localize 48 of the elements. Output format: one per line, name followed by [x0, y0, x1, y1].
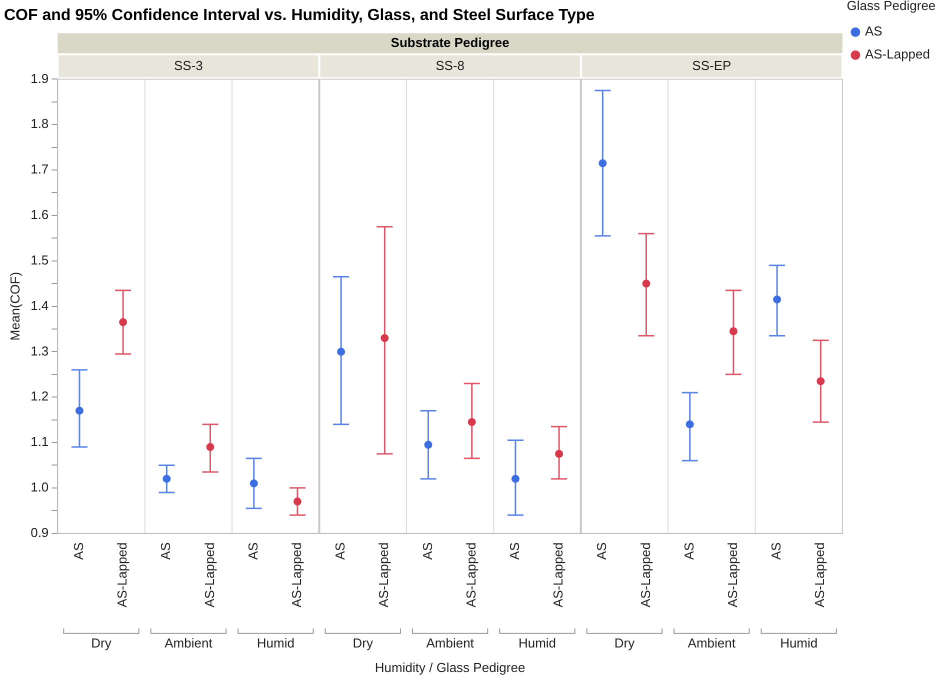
- y-tick-label: 1.6: [30, 207, 49, 222]
- x-tick-label: AS: [594, 542, 610, 560]
- x-tick-label: AS-Lapped: [638, 542, 653, 608]
- x-tick-label: AS: [768, 542, 784, 560]
- y-tick-label: 1.0: [30, 480, 49, 495]
- text: Ambient: [426, 635, 474, 650]
- y-axis-title: Mean(COF): [7, 272, 22, 341]
- text: SS-EP: [692, 58, 732, 73]
- x-tick-label: AS: [245, 542, 260, 560]
- chart-title: COF and 95% Confidence Interval vs. Humidity, Glass, and Steel Surface Type: [4, 7, 595, 24]
- text: SS-3: [174, 58, 203, 73]
- text: Humid: [518, 635, 556, 650]
- y-tick-label: 1.2: [30, 388, 49, 404]
- x-axis-title: Humidity / Glass Pedigree: [374, 660, 526, 675]
- x-tick-label: AS-Lapped: [812, 542, 828, 608]
- y-tick-label: 1.4: [30, 298, 49, 313]
- y-tick-label: 1.9: [30, 70, 49, 86]
- y-tick-label: 1.3: [30, 343, 49, 358]
- x-tick-label: AS: [332, 542, 348, 560]
- x-tick-label: AS: [158, 542, 174, 560]
- text: Humid: [780, 635, 818, 650]
- legend-label: AS-Lapped: [864, 46, 930, 62]
- text: Ambient: [688, 635, 736, 650]
- x-tick-label: AS-Lapped: [550, 542, 566, 608]
- text: Ambient: [164, 635, 213, 650]
- y-tick-label: 0.9: [30, 524, 49, 540]
- y-tick-label: 1.8: [30, 116, 49, 132]
- x-tick-label: AS: [507, 542, 522, 560]
- text: Humid: [256, 635, 294, 650]
- x-tick-label: AS-Lapped: [114, 542, 130, 608]
- x-tick-label: AS-Lapped: [376, 542, 392, 608]
- text: Dry: [91, 635, 112, 650]
- legend-title: Glass Pedigree: [846, 0, 936, 14]
- y-tick-label: 1.7: [30, 162, 49, 177]
- y-tick-label: 1.5: [30, 252, 49, 268]
- x-tick-label: AS-Lapped: [463, 542, 478, 608]
- x-tick-label: AS: [420, 542, 435, 560]
- y-tick-label: 1.1: [30, 434, 49, 450]
- text: Substrate Pedigree: [390, 34, 510, 50]
- x-tick-label: AS-Lapped: [725, 542, 740, 608]
- text: SS-8: [436, 58, 465, 73]
- legend-label: AS: [864, 24, 883, 39]
- text: Dry: [352, 635, 374, 650]
- x-tick-label: AS: [681, 542, 696, 560]
- x-tick-label: AS-Lapped: [202, 542, 217, 608]
- x-tick-label: AS: [71, 542, 86, 560]
- text: Dry: [614, 635, 636, 650]
- x-tick-label: AS-Lapped: [289, 542, 304, 608]
